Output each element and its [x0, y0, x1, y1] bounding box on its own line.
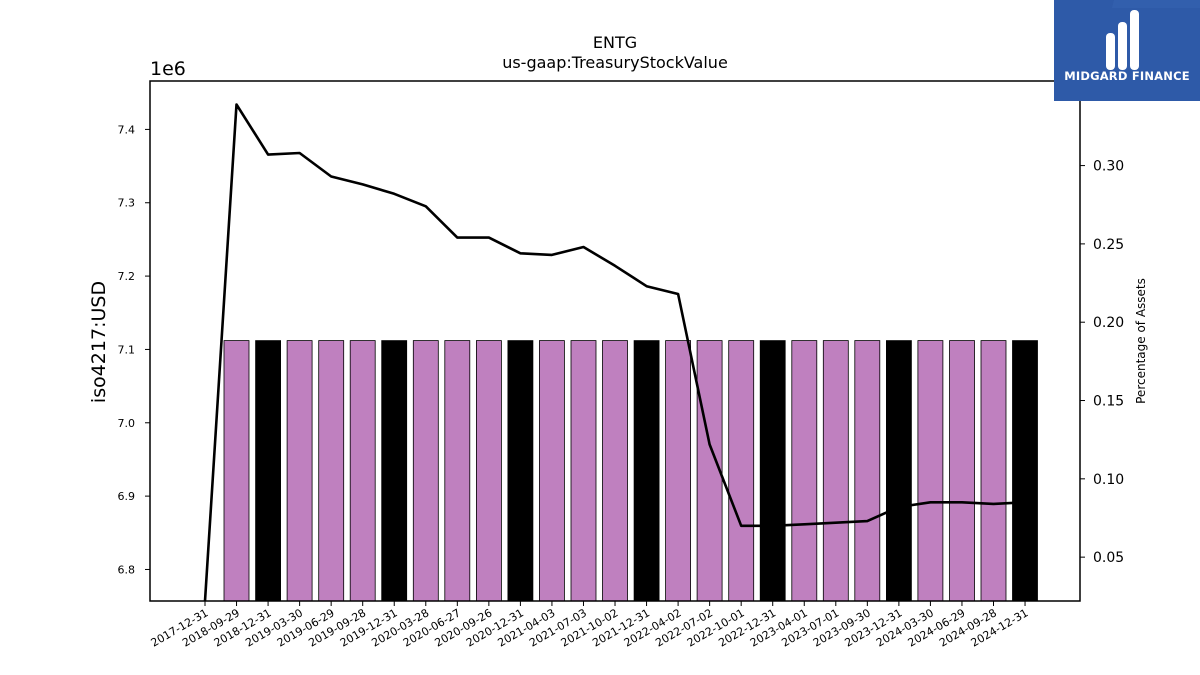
bar — [381, 340, 408, 602]
bar — [602, 340, 628, 602]
bar — [286, 340, 313, 602]
bar — [475, 340, 502, 602]
bar — [223, 340, 250, 602]
bar — [854, 340, 881, 602]
bar — [949, 340, 975, 602]
bar — [886, 340, 912, 602]
y2-tick-label: 0.25 — [1093, 237, 1124, 253]
bar — [633, 340, 660, 602]
bar — [1012, 340, 1038, 602]
bar — [349, 340, 376, 602]
logo-mark-icon — [1106, 0, 1200, 70]
y-tick-label: 7.4 — [118, 123, 136, 136]
bar — [728, 340, 755, 602]
bar — [318, 340, 345, 602]
y2-axis-label: Percentage of Assets — [1134, 278, 1148, 404]
bar — [822, 340, 849, 602]
bar — [917, 340, 944, 602]
bar — [665, 340, 691, 602]
bar — [539, 340, 565, 602]
y2-tick-label: 0.05 — [1093, 550, 1124, 566]
bar — [412, 340, 439, 602]
y-axis-label: iso4217:USD — [88, 281, 110, 403]
y-tick-label: 6.9 — [118, 490, 136, 503]
y2-tick-label: 0.20 — [1093, 315, 1124, 331]
y2-tick-label: 0.30 — [1093, 159, 1124, 175]
bar — [696, 340, 723, 602]
logo-text: MIDGARD FINANCE — [1064, 69, 1190, 83]
x-axis-ticks: 2017-12-312018-09-292018-12-312019-03-30… — [149, 601, 1031, 650]
bar — [791, 340, 818, 602]
y-axis-ticks: 6.8 6.9 7.0 7.1 7.2 7.3 7.4 — [118, 123, 150, 576]
bar — [444, 340, 471, 602]
y-tick-label: 7.3 — [118, 197, 136, 210]
bar-series — [223, 340, 1038, 602]
bar — [255, 340, 282, 602]
y-offset-label: 1e6 — [150, 58, 186, 80]
chart-title: ENTG — [593, 33, 637, 52]
chart-subtitle: us-gaap:TreasuryStockValue — [502, 53, 728, 72]
y2-tick-label: 0.10 — [1093, 472, 1124, 488]
bar — [980, 340, 1007, 602]
bar — [759, 340, 786, 602]
y-tick-label: 7.2 — [118, 270, 136, 283]
y-tick-label: 6.8 — [118, 563, 136, 576]
plot-frame — [149, 80, 1081, 602]
brand-logo: MIDGARD FINANCE — [1054, 0, 1200, 101]
y2-axis-ticks: 0.05 0.10 0.15 0.20 0.25 0.30 — [1080, 159, 1124, 566]
bar — [570, 340, 597, 602]
y-tick-label: 7.0 — [118, 417, 136, 430]
percentage-line — [203, 103, 1026, 602]
bar — [507, 340, 534, 602]
y2-tick-label: 0.15 — [1093, 394, 1124, 410]
y-tick-label: 7.1 — [118, 343, 136, 356]
